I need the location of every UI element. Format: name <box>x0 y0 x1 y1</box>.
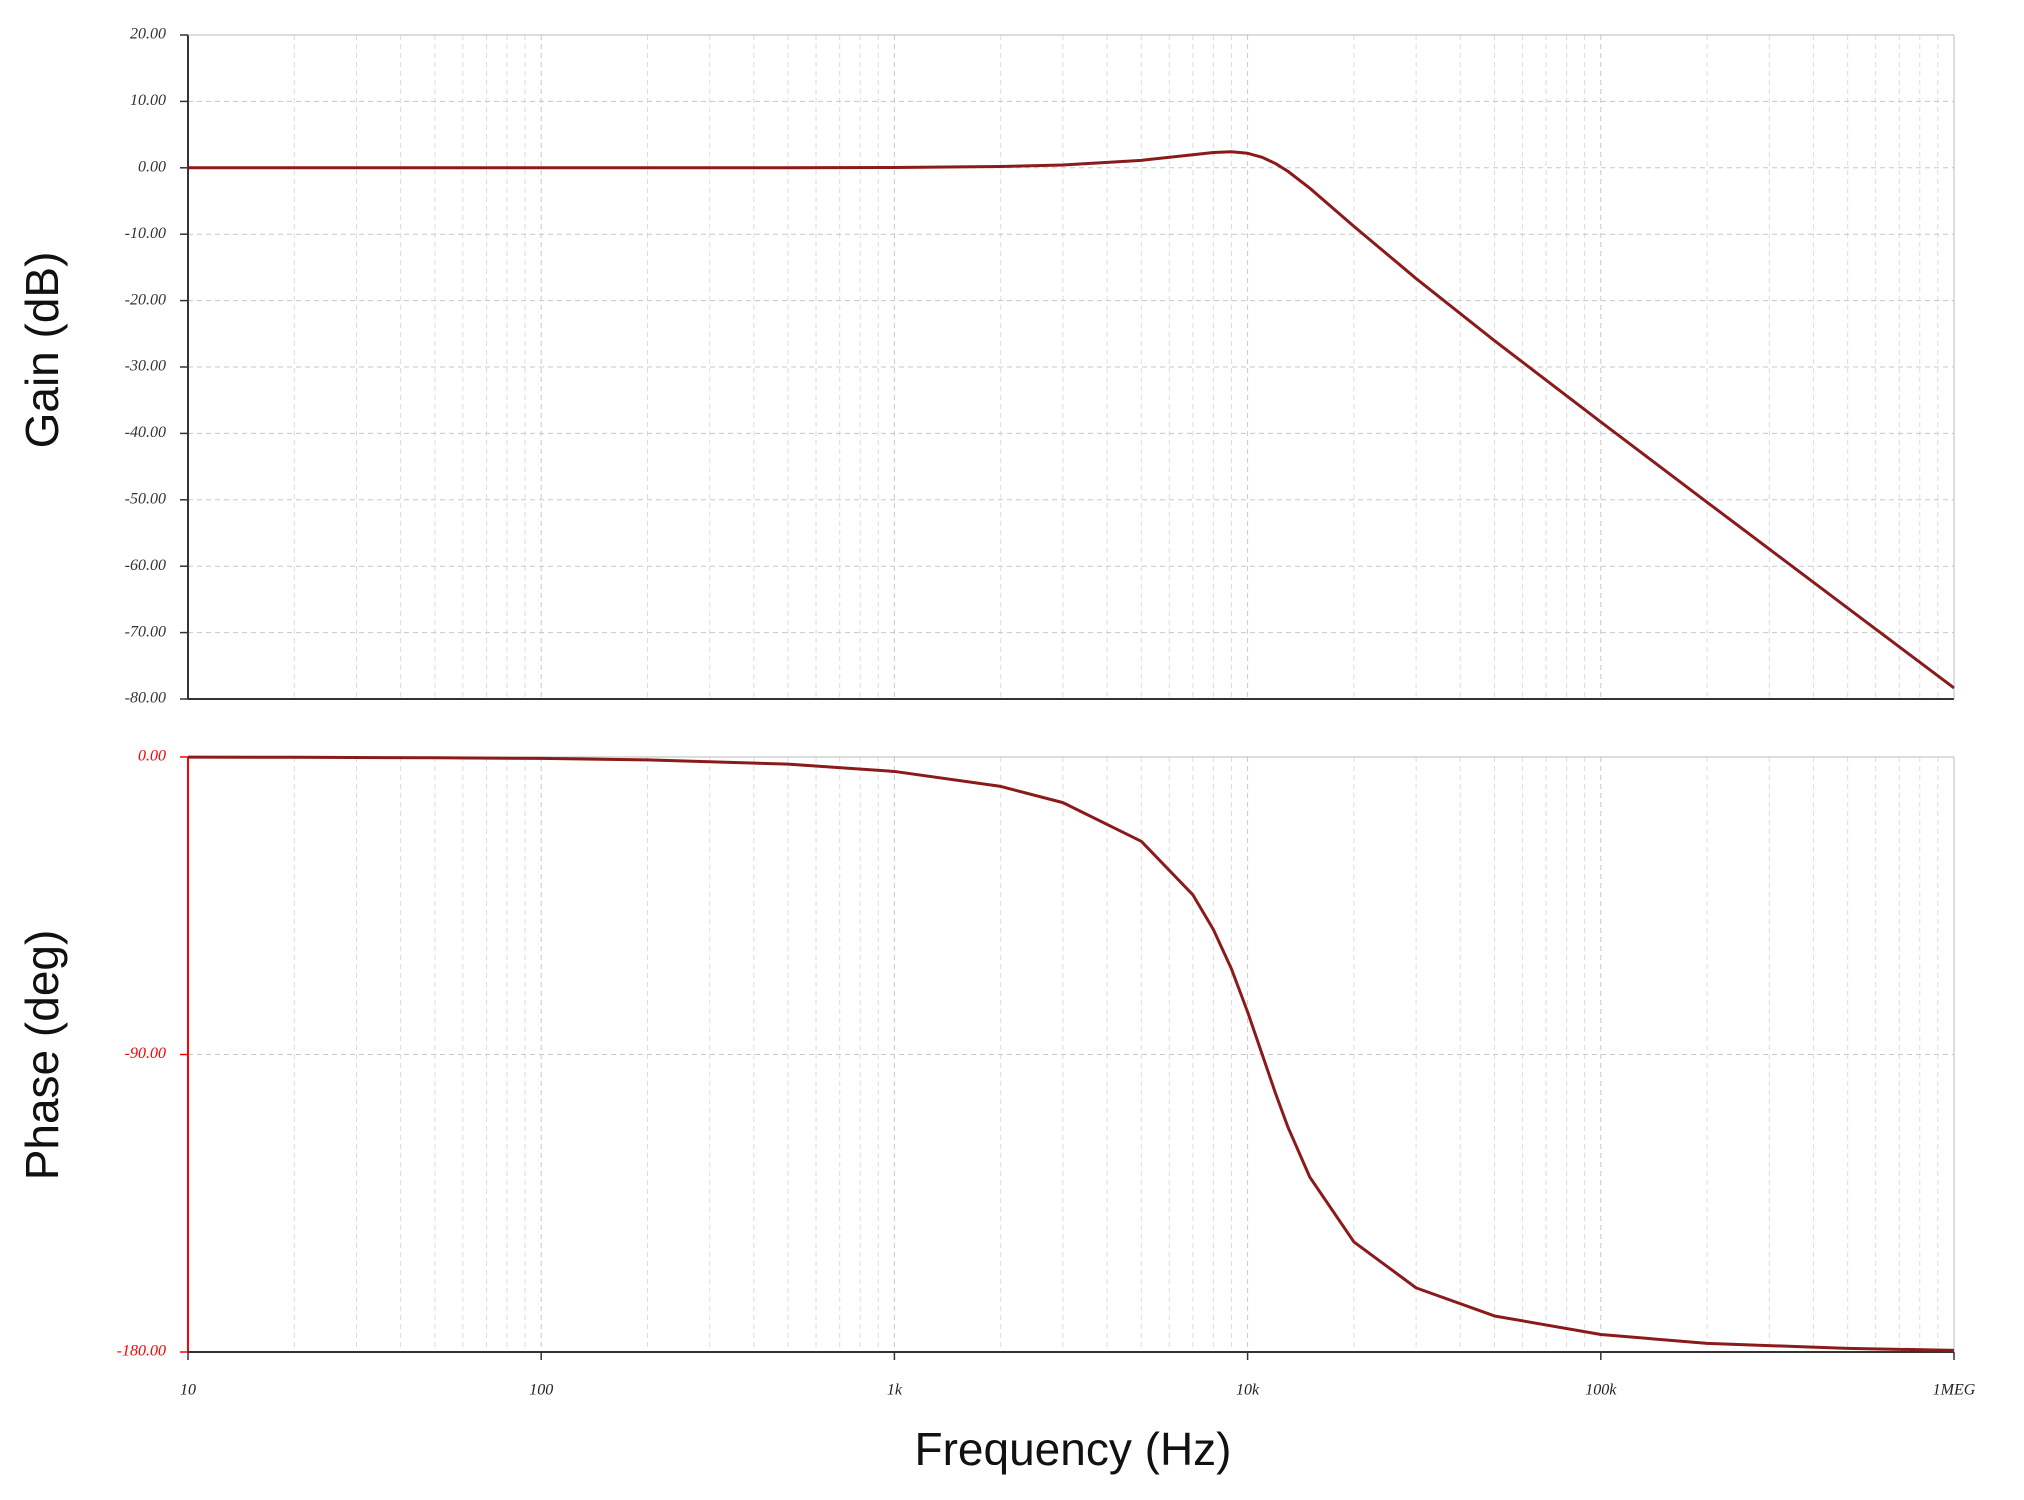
y-tick-label: -180.00 <box>117 1343 166 1360</box>
x-tick-label: 10 <box>180 1382 196 1399</box>
x-tick-label: 1k <box>887 1382 903 1399</box>
y-tick-label: 20.00 <box>130 26 166 43</box>
x-tick-label: 100k <box>1585 1382 1617 1399</box>
x-tick-label: 100 <box>529 1382 553 1399</box>
line-series <box>187 755 1955 1352</box>
y-tick-label: -60.00 <box>125 557 166 574</box>
y-tick-label: -70.00 <box>125 623 166 640</box>
y-axis-title: Gain (dB) <box>16 252 68 449</box>
y-tick-label: 0.00 <box>138 748 166 765</box>
x-axis-title: Frequency (Hz) <box>915 1423 1232 1475</box>
x-tick-label: 1MEG <box>1933 1382 1976 1399</box>
y-tick-label: -90.00 <box>125 1045 166 1062</box>
y-tick-label: 10.00 <box>130 92 166 109</box>
line-series <box>188 150 1955 690</box>
y-tick-label: -30.00 <box>125 358 166 375</box>
y-tick-label: -10.00 <box>125 225 166 242</box>
y-tick-label: 0.00 <box>138 158 166 175</box>
y-axis-title: Phase (deg) <box>16 930 68 1181</box>
x-tick-label: 10k <box>1236 1382 1260 1399</box>
y-tick-label: -80.00 <box>125 690 166 707</box>
y-tick-label: -20.00 <box>125 291 166 308</box>
y-tick-label: -50.00 <box>125 490 166 507</box>
y-tick-label: -40.00 <box>125 424 166 441</box>
